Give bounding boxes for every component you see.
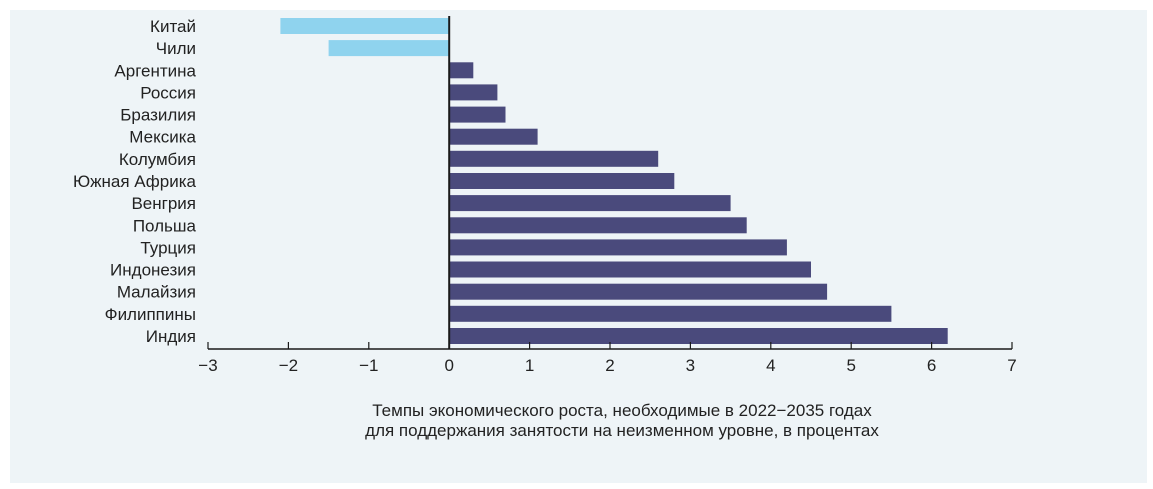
bar-10 xyxy=(449,217,747,234)
category-label: Мексика xyxy=(129,128,196,147)
chart-background: Китай Чили Аргентина Россия Бразилия Мексика К… xyxy=(10,10,1147,483)
x-tick-label: 2 xyxy=(605,356,614,375)
category-label: Южная Африка xyxy=(73,172,197,191)
x-tick-label: 4 xyxy=(766,356,775,375)
x-tick-label: 6 xyxy=(927,356,936,375)
category-label: Филиппины xyxy=(105,305,196,324)
category-label: Аргентина xyxy=(114,61,196,80)
x-tick-label: −1 xyxy=(359,356,378,375)
bar-15 xyxy=(449,328,948,344)
x-tick-label: 0 xyxy=(444,356,453,375)
bar-6 xyxy=(449,128,538,145)
category-label: Россия xyxy=(140,83,196,102)
category-label: Чили xyxy=(156,39,196,58)
x-axis-label-line1: Темпы экономического роста, необходимые … xyxy=(372,401,872,420)
x-ticks: −3 −2 −1 0 1 2 3 4 5 6 7 xyxy=(198,342,1017,375)
x-tick-label: 7 xyxy=(1007,356,1016,375)
x-tick-label: 5 xyxy=(846,356,855,375)
bar-5 xyxy=(449,106,506,123)
bar-11 xyxy=(449,239,787,256)
category-label: Малайзия xyxy=(117,283,196,302)
category-label: Турция xyxy=(140,238,196,257)
category-labels: Китай Чили Аргентина Россия Бразилия Мексика К… xyxy=(73,17,197,346)
x-tick-label: 3 xyxy=(686,356,695,375)
x-tick-label: 1 xyxy=(525,356,534,375)
category-label: Китай xyxy=(150,17,196,36)
category-label: Польша xyxy=(133,216,197,235)
category-label: Индия xyxy=(146,327,196,346)
bar-chart: Китай Чили Аргентина Россия Бразилия Мексика К… xyxy=(73,16,1017,440)
bar-14 xyxy=(449,305,892,322)
bars-group xyxy=(280,18,948,344)
bar-8 xyxy=(449,173,675,189)
bar-2 xyxy=(328,40,450,57)
bar-3 xyxy=(449,62,474,79)
category-label: Индонезия xyxy=(110,261,196,280)
bar-9 xyxy=(449,195,731,212)
category-label: Колумбия xyxy=(119,150,196,169)
bar-13 xyxy=(449,283,828,300)
category-label: Венгрия xyxy=(131,194,196,213)
x-axis-label-line2: для поддержания занятости на неизменном … xyxy=(365,421,879,440)
bar-7 xyxy=(449,150,659,167)
bar-12 xyxy=(449,261,811,278)
x-tick-label: −3 xyxy=(198,356,217,375)
bar-1 xyxy=(280,18,450,34)
bar-4 xyxy=(449,84,498,101)
category-label: Бразилия xyxy=(120,106,196,125)
x-tick-label: −2 xyxy=(279,356,298,375)
